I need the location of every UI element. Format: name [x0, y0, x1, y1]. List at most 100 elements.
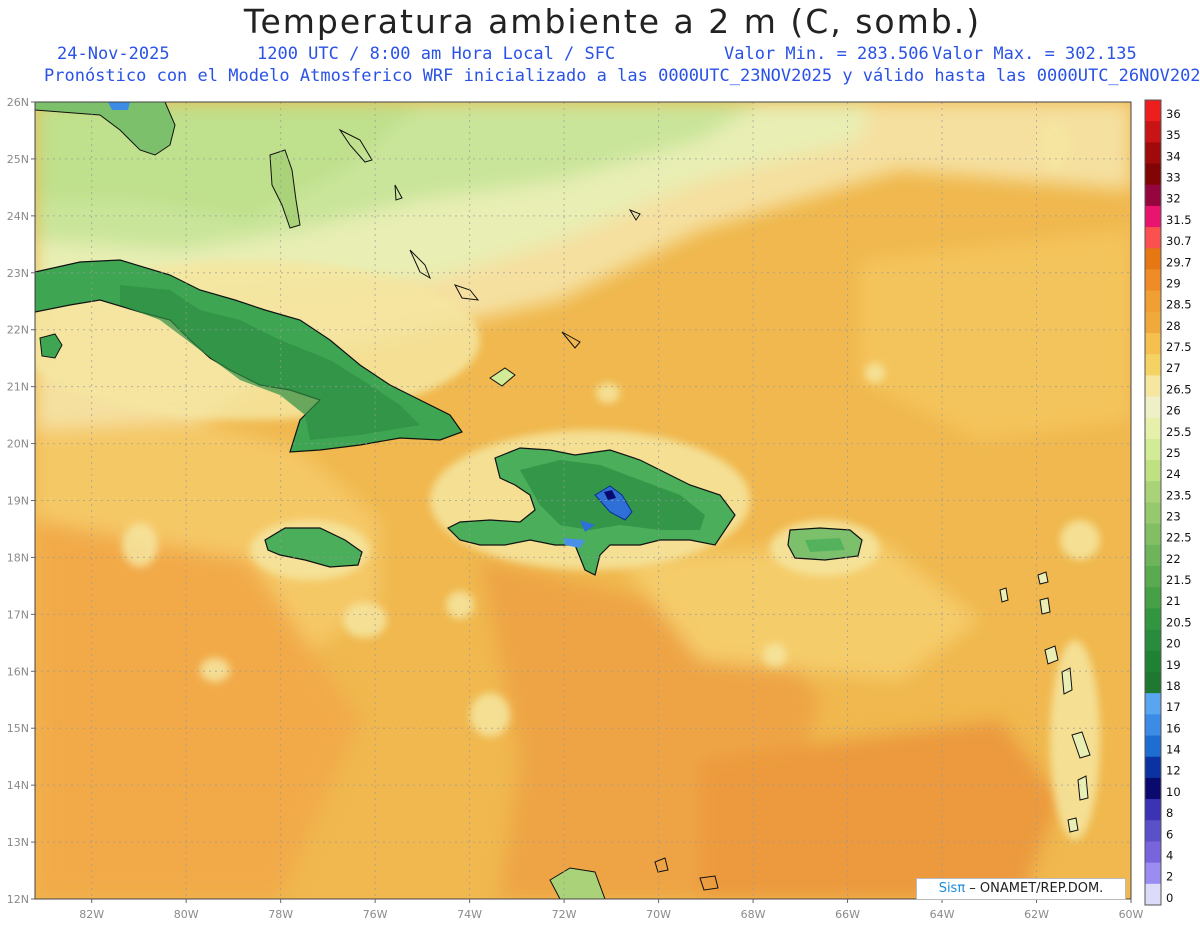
colorbar-swatch — [1145, 290, 1161, 313]
colorbar-swatch — [1145, 460, 1161, 482]
lon-label: 66W — [835, 908, 860, 921]
colorbar-label: 33 — [1166, 171, 1181, 185]
lat-label: 13N — [7, 836, 29, 849]
colorbar-swatch — [1145, 608, 1161, 631]
lat-label: 16N — [7, 665, 29, 678]
colorbar-swatch — [1145, 269, 1161, 292]
lon-label: 64W — [930, 908, 955, 921]
colorbar-label: 22.5 — [1166, 531, 1192, 545]
colorbar-label: 24 — [1166, 467, 1181, 481]
lat-label: 24N — [7, 210, 29, 223]
colorbar-swatch — [1145, 248, 1161, 270]
lat-label: 21N — [7, 381, 29, 394]
colorbar-swatch — [1145, 587, 1161, 609]
jamaica-island — [264, 527, 363, 568]
colorbar-label: 30.7 — [1166, 234, 1192, 248]
colorbar-swatch — [1145, 121, 1161, 143]
colorbar-label: 16 — [1166, 721, 1181, 735]
colorbar-label: 8 — [1166, 806, 1173, 820]
lon-label: 74W — [457, 908, 482, 921]
colorbar-swatch — [1145, 714, 1161, 737]
florida-peninsula — [35, 102, 176, 156]
map-field — [35, 102, 1131, 899]
lon-label: 80W — [174, 908, 199, 921]
colorbar-swatch — [1145, 333, 1161, 355]
forecast-date: 24-Nov-2025 — [57, 44, 170, 64]
colorbar-swatch — [1145, 650, 1161, 673]
colorbar-swatch — [1145, 438, 1161, 461]
colorbar-swatch — [1145, 756, 1161, 779]
colorbar-swatch — [1145, 523, 1161, 546]
colorbar-swatch — [1145, 883, 1161, 906]
colorbar-swatch — [1145, 566, 1161, 588]
colorbar-label: 18 — [1166, 679, 1181, 693]
lat-label: 12N — [7, 893, 29, 906]
colorbar-label: 21 — [1166, 594, 1181, 608]
credit-box: Sisπ – ONAMET/REP.DOM. — [916, 878, 1126, 900]
lon-label: 76W — [363, 908, 388, 921]
colorbar-frame — [1144, 99, 1162, 906]
cordillera-cold-spot — [594, 485, 633, 521]
colorbar-label: 32 — [1166, 192, 1181, 206]
colorbar-label: 29 — [1166, 276, 1181, 290]
lat-label: 14N — [7, 779, 29, 792]
colorbar-label: 25.5 — [1166, 425, 1192, 439]
lon-label: 72W — [552, 908, 577, 921]
value-max: Valor Max. = 302.135 — [932, 44, 1137, 64]
lat-label: 18N — [7, 551, 29, 564]
lon-label: 62W — [1024, 908, 1049, 921]
colorbar-swatch — [1145, 100, 1161, 122]
lon-label: 68W — [741, 908, 766, 921]
colorbar-swatch — [1145, 544, 1161, 567]
colorbar-swatch — [1145, 799, 1161, 821]
lat-label: 26N — [7, 96, 29, 109]
forecast-time: 1200 UTC / 8:00 am Hora Local / SFC — [257, 44, 616, 64]
colorbar-label: 17 — [1166, 700, 1181, 714]
colorbar-label: 26.5 — [1166, 382, 1192, 396]
colorbar-swatch — [1145, 777, 1161, 800]
colorbar-label: 23.5 — [1166, 488, 1192, 502]
colorbar-label: 20 — [1166, 637, 1181, 651]
colorbar-swatch — [1145, 142, 1161, 165]
colorbar-label: 10 — [1166, 785, 1181, 799]
lat-label: 20N — [7, 438, 29, 451]
colorbar-label: 20.5 — [1166, 615, 1192, 629]
colorbar-swatch — [1145, 184, 1161, 207]
colorbar-swatch — [1145, 375, 1161, 398]
colorbar-swatch — [1145, 354, 1161, 376]
colorbar-label: 4 — [1166, 848, 1173, 862]
colorbar-label: 29.7 — [1166, 255, 1192, 269]
colorbar-label: 27 — [1166, 361, 1181, 375]
lat-label: 19N — [7, 495, 29, 508]
colorbar-swatch — [1145, 163, 1161, 186]
lon-label: 60W — [1119, 908, 1144, 921]
lesser-antilles — [999, 571, 1091, 833]
colorbar-swatch — [1145, 693, 1161, 715]
colorbar-swatch — [1145, 629, 1161, 652]
model-description: Pronóstico con el Modelo Atmosferico WRF… — [44, 66, 1200, 86]
colorbar-swatch — [1145, 735, 1161, 758]
colorbar-swatch — [1145, 841, 1161, 864]
credit-text: – ONAMET/REP.DOM. — [965, 881, 1104, 896]
venezuela-coast — [549, 867, 606, 899]
colorbar-swatch — [1145, 502, 1161, 525]
colorbar-swatch — [1145, 205, 1161, 228]
colorbar-label: 0 — [1166, 891, 1173, 905]
colorbar-swatch — [1145, 862, 1161, 885]
colorbar-label: 25 — [1166, 446, 1181, 460]
colorbar-label: 26 — [1166, 404, 1181, 418]
colorbar-swatch — [1145, 671, 1161, 694]
colorbar-label: 21.5 — [1166, 573, 1192, 587]
value-min: Valor Min. = 283.506 — [724, 44, 929, 64]
colorbar-label: 28.5 — [1166, 298, 1192, 312]
lon-label: 82W — [79, 908, 104, 921]
colorbar-label: 28 — [1166, 319, 1181, 333]
lon-label: 70W — [646, 908, 671, 921]
lat-label: 22N — [7, 324, 29, 337]
lat-label: 23N — [7, 267, 29, 280]
colorbar-label: 35 — [1166, 128, 1181, 142]
colorbar-swatch — [1145, 311, 1161, 334]
colorbar-label: 31.5 — [1166, 213, 1192, 227]
lat-label: 25N — [7, 153, 29, 166]
